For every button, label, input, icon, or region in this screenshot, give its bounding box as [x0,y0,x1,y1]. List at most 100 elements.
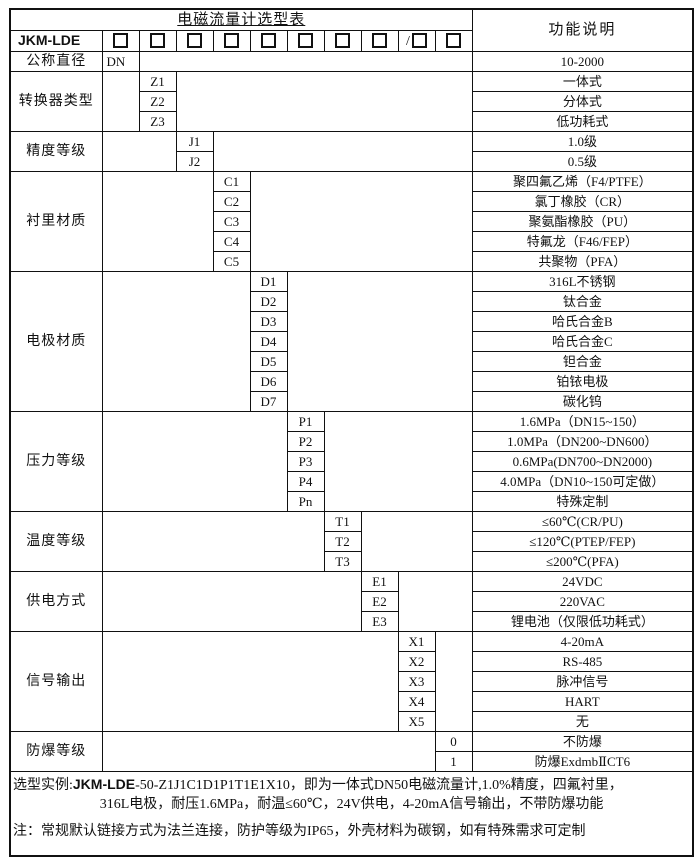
empty-checkbox-icon[interactable] [372,33,387,49]
desc-cell: 聚氨酯橡胶（PU） [471,210,694,232]
model-prefix: JKM-LDE [9,30,103,52]
example-prefix: 选型实例: [13,777,73,793]
desc-cell: 哈氏合金B [471,310,694,332]
code-cell: Pn [286,490,325,512]
code-cell: X3 [397,670,436,692]
category-converter-type: 转换器类型 [9,70,103,132]
spacer-cell [101,570,362,632]
code-cell: D1 [249,270,288,292]
desc-cell: 共聚物（PFA） [471,250,694,272]
code-cell: C5 [212,250,251,272]
spacer-cell [175,70,473,132]
model-code-box-4[interactable] [212,30,251,52]
example-line-1: 选型实例:JKM-LDE-50-Z1J1C1D1P1T1E1X10，即为一体式D… [13,775,690,795]
table-title: 电磁流量计选型表 [177,12,306,28]
spacer-cell [101,270,251,412]
desc-cell: 钛合金 [471,290,694,312]
desc-cell: 10-2000 [471,50,694,72]
desc-cell: 1.6MPa（DN15~150） [471,410,694,432]
code-cell: 0 [434,730,473,752]
model-code-box-2[interactable] [138,30,177,52]
desc-cell: 锂电池（仅限低功耗式） [471,610,694,632]
category-electrode-material: 电极材质 [9,270,103,412]
desc-cell: 聚四氟乙烯（F4/PTFE） [471,170,694,192]
code-cell: X4 [397,690,436,712]
empty-checkbox-icon[interactable] [113,33,128,49]
code-cell: J1 [175,130,214,152]
desc-cell: 特氟龙（F46/FEP） [471,230,694,252]
model-code-box-5[interactable] [249,30,288,52]
desc-cell: 不防爆 [471,730,694,752]
spacer-cell [101,130,177,172]
model-code-box-10[interactable] [434,30,473,52]
code-cell: D4 [249,330,288,352]
spacer-cell [101,630,399,732]
slash-separator: / [406,33,410,49]
code-cell: Z3 [138,110,177,132]
empty-checkbox-icon[interactable] [187,33,202,49]
desc-cell: 1.0MPa（DN200~DN600） [471,430,694,452]
empty-checkbox-icon[interactable] [298,33,313,49]
code-cell: X2 [397,650,436,672]
category-explosion-proof: 防爆等级 [9,730,103,772]
code-cell: D6 [249,370,288,392]
model-code-box-9[interactable]: / [397,30,436,52]
spacer-cell [323,410,473,512]
desc-cell: 哈氏合金C [471,330,694,352]
desc-cell: ≤120℃(PTEP/FEP) [471,530,694,552]
code-cell: C2 [212,190,251,212]
spacer-cell [212,130,473,172]
code-cell: E1 [360,570,399,592]
model-code-box-3[interactable] [175,30,214,52]
code-cell: T2 [323,530,362,552]
spacer-cell [101,70,140,132]
desc-cell: 4.0MPa（DN10~150可定做） [471,470,694,492]
code-cell: E3 [360,610,399,632]
code-cell: J2 [175,150,214,172]
code-cell: D5 [249,350,288,372]
category-signal-output: 信号输出 [9,630,103,732]
desc-cell: RS-485 [471,650,694,672]
desc-cell: 0.5级 [471,150,694,172]
code-cell: P4 [286,470,325,492]
spacer-cell [101,510,325,572]
code-cell: D2 [249,290,288,312]
spacer-cell [101,730,436,772]
desc-cell: 无 [471,710,694,732]
spacer-cell [397,570,473,632]
desc-cell: ≤200℃(PFA) [471,550,694,572]
desc-cell: 碳化钨 [471,390,694,412]
empty-checkbox-icon[interactable] [224,33,239,49]
code-cell: C1 [212,170,251,192]
desc-cell: 0.6MPa(DN700~DN2000) [471,450,694,472]
example-model-code: JKM-LDE [72,775,136,792]
model-code-box-8[interactable] [360,30,399,52]
category-pressure-rating: 压力等级 [9,410,103,512]
empty-checkbox-icon[interactable] [335,33,350,49]
code-cell: P2 [286,430,325,452]
empty-checkbox-icon[interactable] [446,33,462,49]
empty-checkbox-icon[interactable] [261,33,276,49]
desc-cell: 1.0级 [471,130,694,152]
model-code-box-1[interactable] [101,30,140,52]
desc-cell: 低功耗式 [471,110,694,132]
code-cell: E2 [360,590,399,612]
spacer-cell [360,510,473,572]
model-code-box-6[interactable] [286,30,325,52]
desc-cell: 316L不锈钢 [471,270,694,292]
empty-checkbox-icon[interactable] [411,33,427,49]
empty-checkbox-icon[interactable] [150,33,165,49]
spacer-cell [434,630,473,732]
code-cell: DN [101,50,140,72]
spacer-cell [286,270,473,412]
model-code-box-7[interactable] [323,30,362,52]
code-cell: X5 [397,710,436,732]
note-line: 注：常规默认链接方式为法兰连接，防护等级为IP65，外壳材料为碳钢，如有特殊需求… [13,823,586,839]
desc-cell: 4-20mA [471,630,694,652]
category-power-supply: 供电方式 [9,570,103,632]
desc-cell: 24VDC [471,570,694,592]
spacer-cell [101,410,288,512]
selection-table: 电磁流量计选型表 功能说明 JKM-LDE / 公称直径 DN 10-2000 … [9,8,695,857]
code-cell: T3 [323,550,362,572]
